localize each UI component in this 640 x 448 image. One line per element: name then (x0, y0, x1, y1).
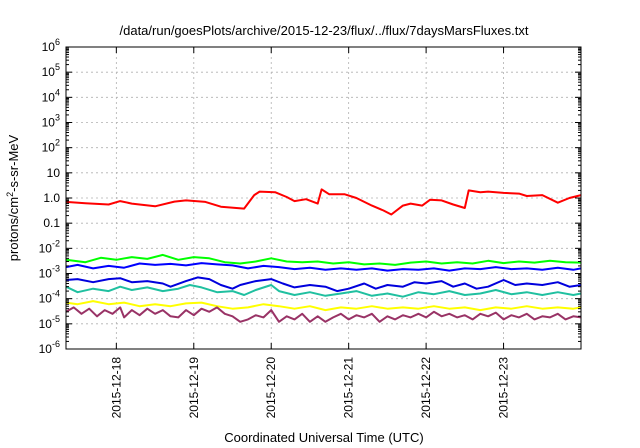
series-line-5 (65, 284, 582, 298)
y-tick-label: 103 (42, 113, 60, 130)
series-layer (65, 188, 582, 323)
x-tick-label: 2015-12-21 (342, 357, 356, 419)
series-line-6 (65, 300, 582, 312)
y-tick-label: 0.1 (43, 216, 60, 230)
series-line-4 (65, 276, 582, 293)
y-tick-label: 106 (42, 37, 60, 54)
series-line-3 (65, 262, 582, 272)
x-axis-label: Coordinated Universal Time (UTC) (224, 430, 423, 445)
x-tick-label: 2015-12-23 (497, 357, 511, 419)
y-tick-label: 1.0 (43, 191, 60, 205)
x-tick-label: 2015-12-22 (419, 357, 433, 419)
x-tick-label: 2015-12-20 (264, 357, 278, 419)
y-tick-label: 10-5 (39, 314, 60, 331)
y-tick-label: 102 (42, 138, 60, 155)
x-tick-label: 2015-12-19 (187, 357, 201, 419)
y-tick-label: 10 (47, 166, 61, 180)
series-line-1 (65, 188, 582, 216)
y-tick-label: 10-2 (39, 238, 60, 255)
x-tick-label: 2015-12-18 (109, 357, 123, 419)
series-line-2 (65, 253, 582, 266)
y-tick-label: 10-3 (39, 264, 60, 281)
y-tick-label: 10-4 (39, 289, 60, 306)
ticks (66, 46, 581, 350)
y-tick-label: 104 (42, 87, 60, 104)
y-axis-label: protons/cm2-s-sr-MeV (5, 134, 21, 261)
chart-title: /data/run/goesPlots/archive/2015-12-23/f… (120, 23, 529, 38)
y-tick-label: 105 (42, 62, 60, 79)
series-line-7 (65, 306, 582, 323)
grid (66, 47, 581, 349)
y-tick-labels: 10-6 10-5 10-4 10-3 10-2 0.1 1.0 10 102 103 104 105… (39, 37, 61, 356)
x-tick-labels: 2015-12-18 2015-12-19 2015-12-20 2015-12-21… (109, 357, 510, 419)
y-tick-label: 10-6 (39, 339, 60, 356)
